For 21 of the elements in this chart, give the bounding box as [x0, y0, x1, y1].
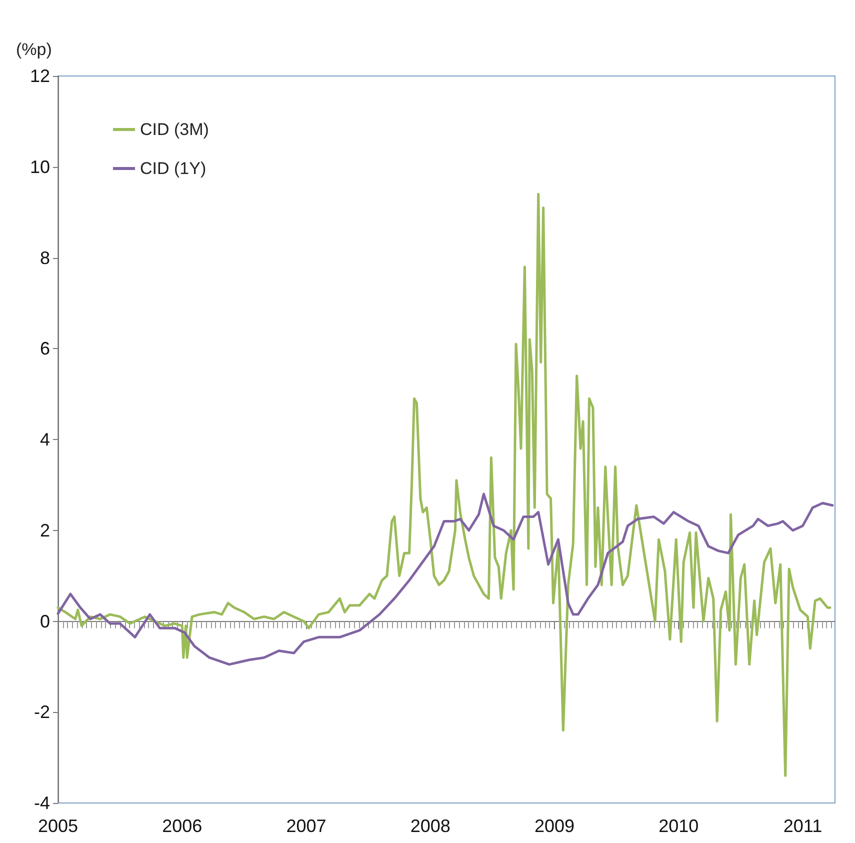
line-series [56, 492, 834, 666]
y-tick-label: 10 [30, 156, 50, 177]
line-series [56, 192, 832, 777]
x-tick-label: 2006 [162, 816, 202, 836]
y-axis-title: (%p) [16, 40, 52, 59]
legend-label: CID (1Y) [140, 159, 206, 178]
y-tick-label: 8 [40, 248, 50, 268]
y-tick-label: 0 [40, 611, 50, 632]
legend-label: CID (3M) [140, 120, 209, 139]
x-tick-label: 2009 [534, 816, 575, 836]
y-tick-label: 6 [40, 338, 50, 359]
x-tick-label: 2011 [783, 816, 822, 836]
x-tick-label: 2008 [410, 816, 450, 836]
x-tick-label: 2007 [286, 816, 326, 836]
x-tick-label: 2010 [658, 816, 699, 836]
y-tick-label: -2 [34, 702, 50, 722]
y-tick-label: 4 [40, 430, 50, 450]
y-tick-label: 2 [40, 520, 50, 540]
y-tick-label: -4 [34, 793, 50, 813]
x-tick-label: 2005 [38, 816, 78, 836]
y-tick-label: 12 [30, 66, 50, 86]
